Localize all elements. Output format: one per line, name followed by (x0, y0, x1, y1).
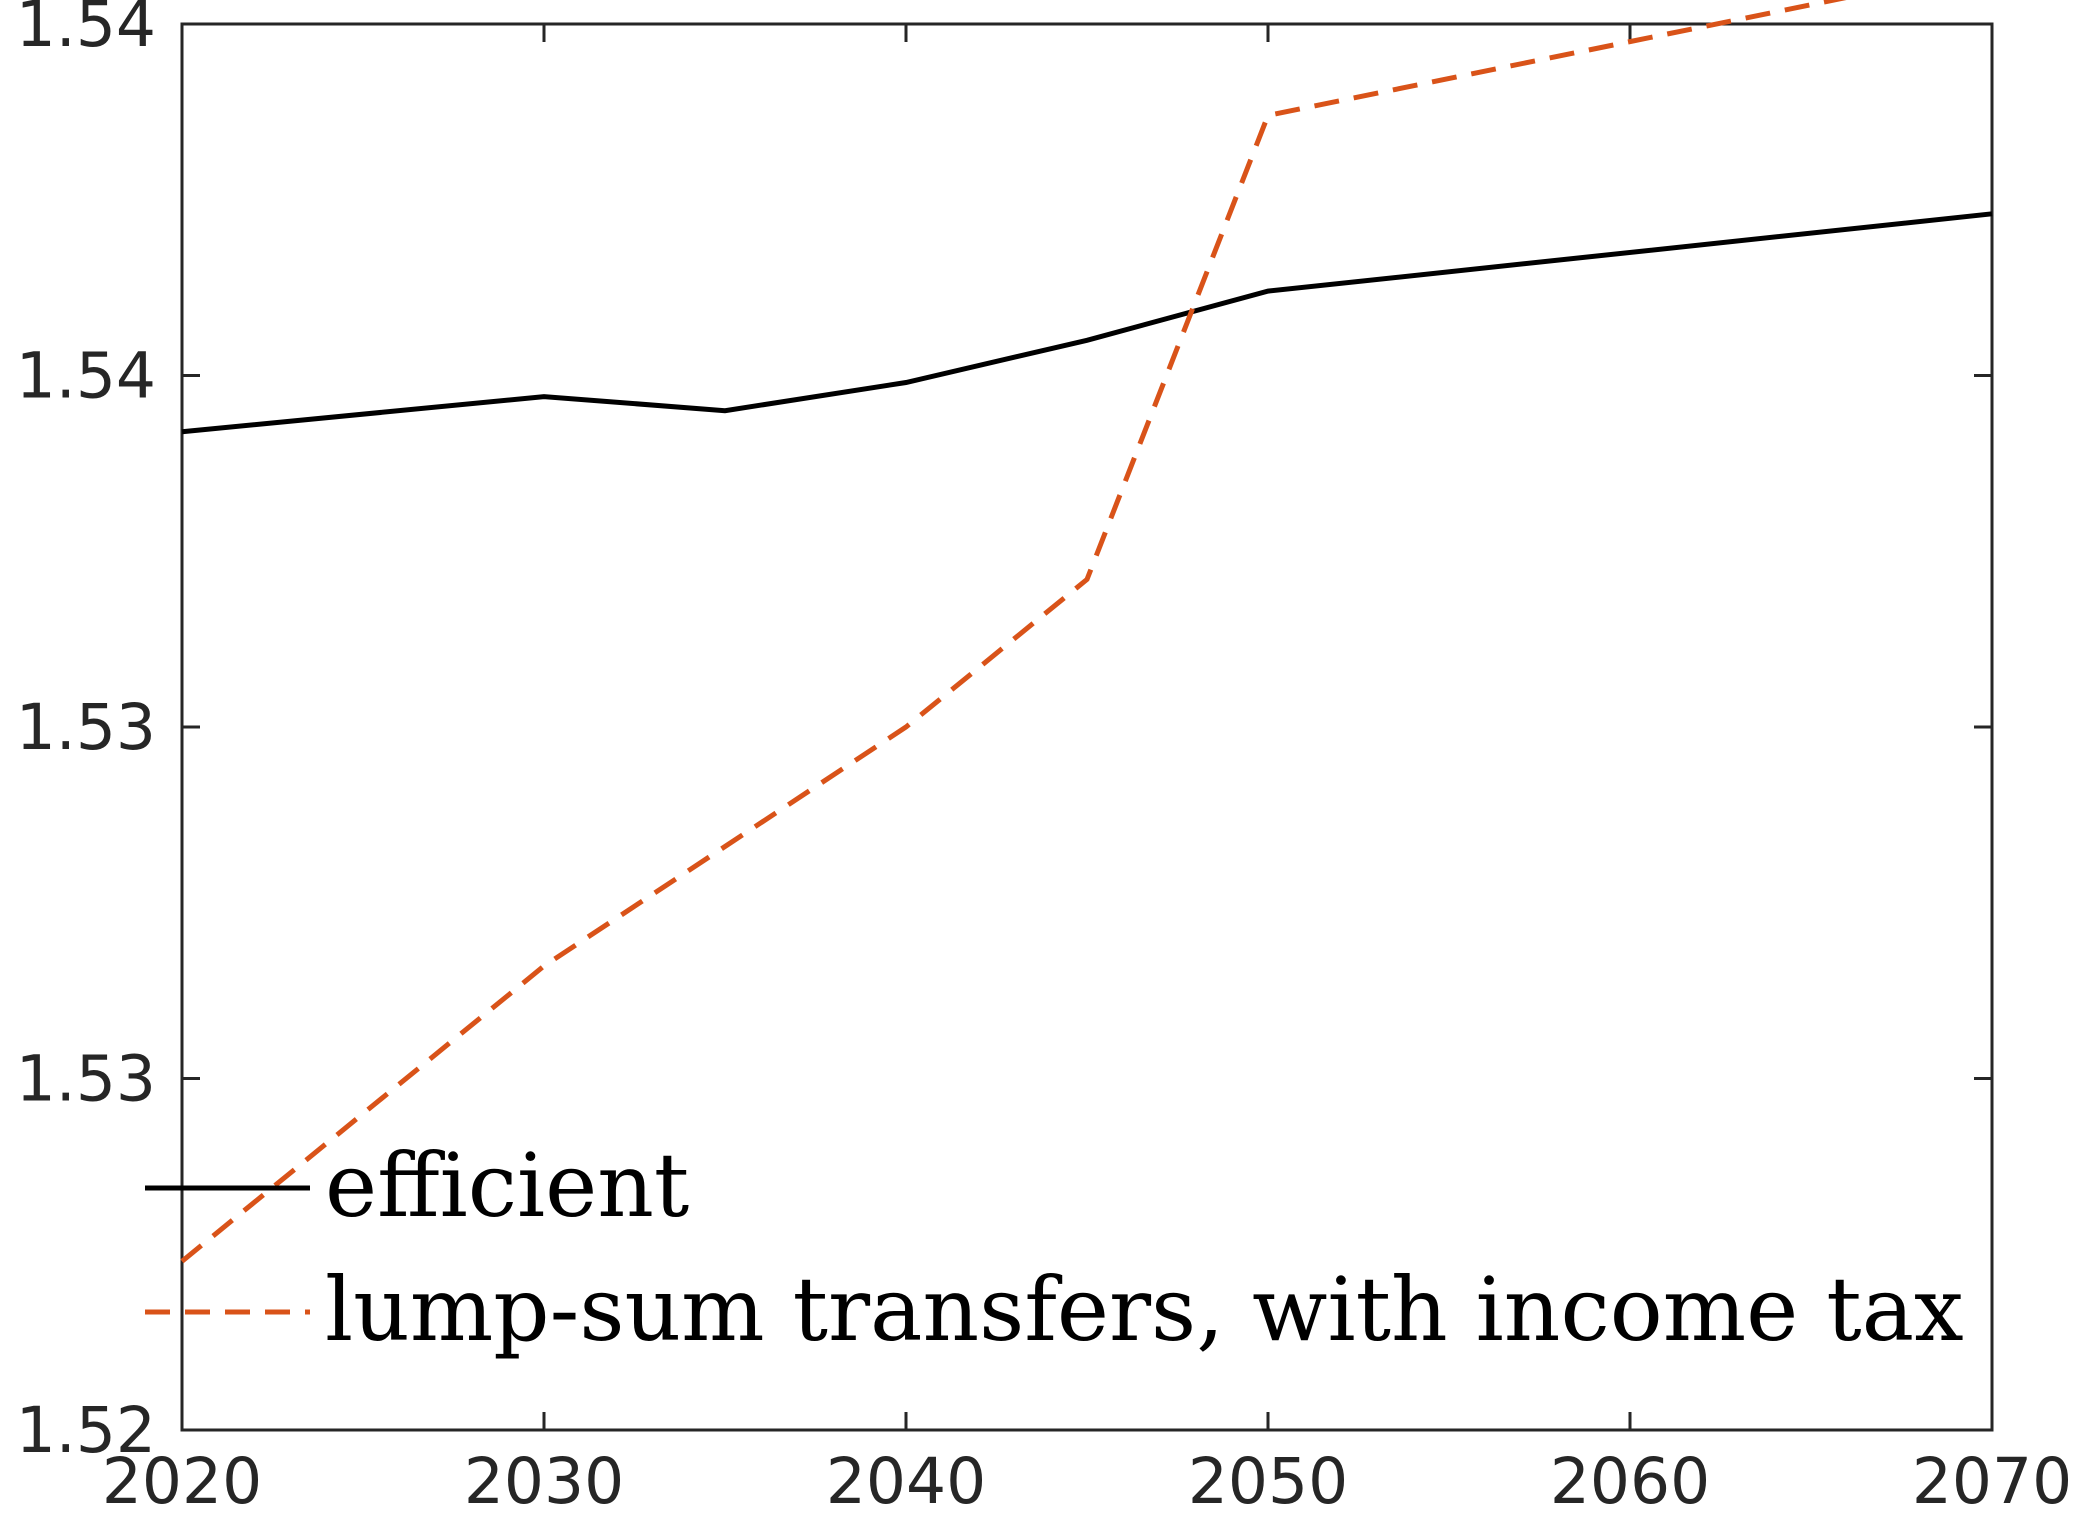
x-tick-label: 2060 (1550, 1445, 1710, 1518)
x-tick-label: 2070 (1912, 1445, 2072, 1518)
y-tick-label: 1.54 (16, 340, 156, 413)
series-line-2 (180, 0, 1847, 1264)
y-tick-label: 1.53 (16, 691, 156, 764)
y-tick-label: 1.54 (16, 0, 156, 61)
x-tick-label: 2020 (102, 1445, 262, 1518)
x-tick-label: 2040 (826, 1445, 986, 1518)
axis-ticks (180, 22, 1994, 1432)
series-line-1 (181, 211, 1993, 435)
legend-label-1: efficient (325, 1134, 689, 1237)
y-tick-label: 1.53 (16, 1043, 156, 1116)
series-layer (180, 0, 1993, 1264)
x-axis-tick-labels: 2020 2030 2040 2050 2060 2070 (102, 1445, 2072, 1518)
x-tick-label: 2030 (464, 1445, 624, 1518)
y-axis-tick-labels: 1.52 1.53 1.53 1.54 1.54 (16, 0, 156, 1467)
legend: efficient lump-sum transfers, with income… (145, 1134, 1964, 1361)
x-tick-label: 2050 (1188, 1445, 1348, 1518)
y-tick-label: 1.52 (16, 1394, 156, 1467)
legend-label-2: lump-sum transfers, with income tax (325, 1258, 1964, 1361)
